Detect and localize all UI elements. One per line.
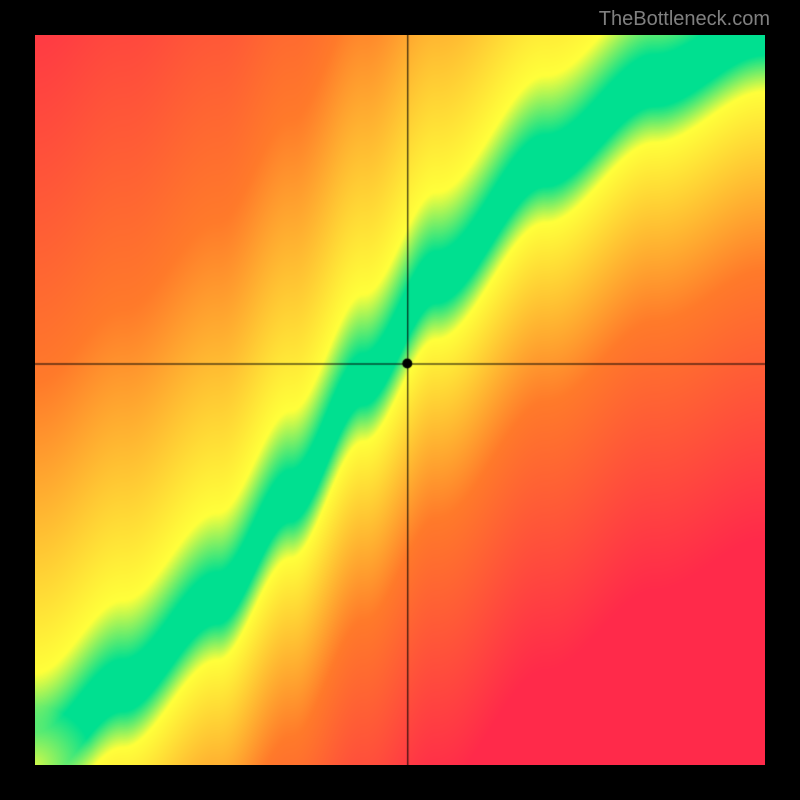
chart-container: TheBottleneck.com bbox=[0, 0, 800, 800]
heatmap-canvas bbox=[35, 35, 765, 765]
plot-area bbox=[35, 35, 765, 765]
watermark-text: TheBottleneck.com bbox=[599, 8, 770, 31]
